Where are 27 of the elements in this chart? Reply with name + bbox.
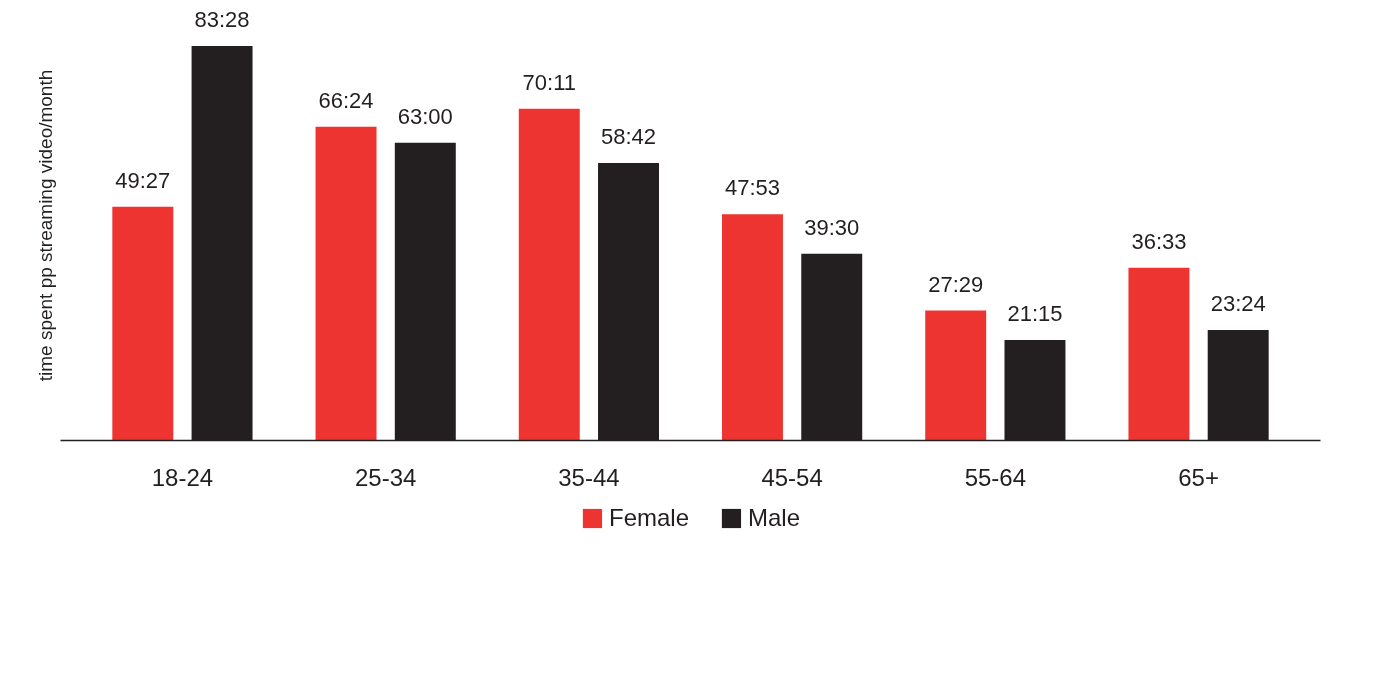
bar	[315, 126, 377, 441]
data-label: 21:15	[1007, 301, 1063, 327]
bar	[1128, 267, 1190, 441]
bar	[925, 310, 987, 441]
x-tick-label: 55-64	[964, 463, 1027, 491]
x-tick-label: 45-54	[761, 463, 823, 491]
data-label: 49:27	[115, 167, 171, 193]
data-label: 70:11	[522, 69, 576, 95]
data-label: 58:42	[600, 124, 657, 150]
x-tick-label: 25-34	[354, 463, 417, 491]
data-label: 23:24	[1210, 290, 1266, 316]
legend-label: Male	[748, 504, 801, 532]
data-label: 47:53	[724, 175, 781, 201]
data-label: 66:24	[318, 87, 374, 113]
bar	[112, 206, 174, 441]
bar	[722, 214, 783, 441]
data-label: 39:30	[804, 214, 860, 240]
x-tick-label: 65+	[1178, 463, 1219, 491]
x-tick-label: 18-24	[151, 463, 214, 491]
bar	[518, 108, 580, 441]
data-label: 36:33	[1131, 228, 1187, 254]
data-label: 27:29	[928, 271, 984, 297]
y-axis-title: time spent pp streaming video/month	[34, 69, 56, 382]
x-tick-label: 35-44	[558, 463, 620, 491]
data-label: 83:28	[194, 7, 250, 32]
legend-label: Female	[608, 504, 689, 532]
data-label: 63:00	[397, 103, 453, 129]
